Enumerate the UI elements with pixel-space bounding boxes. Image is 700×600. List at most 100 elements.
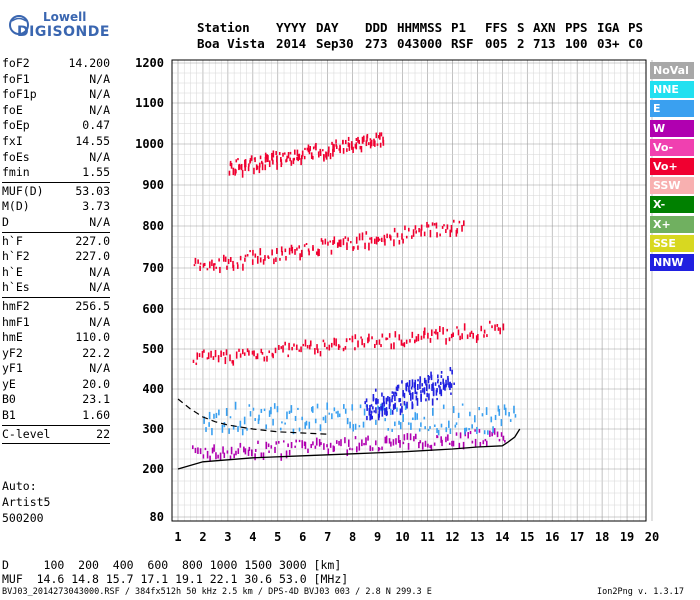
echo-point [265,441,268,450]
echo-point [280,346,283,349]
echo-point [233,453,235,459]
x-tick-label: 7 [324,530,331,544]
echo-point [267,155,269,163]
echo-point [498,438,501,442]
echo-point [286,411,288,420]
x-tick-label: 17 [570,530,584,544]
echo-point [363,408,366,416]
legend-item: W [650,119,694,137]
echo-point [246,254,249,257]
echo-point [388,333,391,338]
param-label: C-level [2,426,51,441]
echo-point [224,256,227,262]
echo-point [405,235,408,239]
echo-point [279,257,281,261]
echo-point [385,397,388,405]
header-ffs-label: FFS [485,20,508,35]
echo-point [314,445,317,449]
echo-point [394,331,397,338]
x-tick-label: 18 [595,530,609,544]
echo-point [424,440,427,447]
echo-point [217,355,220,363]
echo-point [451,440,453,447]
param-label: yF1 [2,361,23,376]
legend-item: X+ [650,215,694,233]
echo-point [208,422,210,427]
header-iga-label: IGA [597,20,620,35]
echo-point [362,421,365,428]
echo-point [219,266,221,274]
echo-point [275,441,278,445]
echo-point [257,440,259,444]
header-station-value: Boa Vista [197,36,265,51]
echo-point [262,452,265,460]
echo-point [367,337,369,344]
echo-point [421,442,424,450]
echo-point [445,229,447,234]
echo-point [490,416,493,423]
echo-point [429,426,431,429]
echo-point [426,221,428,228]
x-tick-label: 13 [470,530,484,544]
echo-point [418,227,420,233]
echo-point [371,415,373,420]
echo-point [346,242,348,250]
x-tick-label: 2 [199,530,206,544]
echo-point [344,346,347,350]
echo-point [433,223,436,226]
echo-point [312,155,314,160]
echo-point [357,340,359,348]
echo-point [450,224,453,233]
echo-point [414,387,417,395]
echo-point [429,445,431,448]
echo-point [360,336,362,339]
echo-point [363,442,365,446]
echo-point [288,449,291,456]
header-iga-value: 03+ [597,36,620,51]
echo-point [448,442,451,445]
echo-point [282,440,285,443]
x-tick-label: 1 [174,530,181,544]
echo-point [474,429,476,432]
echo-point [199,262,202,265]
echo-point [244,159,247,168]
echo-point [305,420,308,426]
echo-point [258,165,261,174]
echo-point [319,150,322,156]
x-tick-label: 19 [620,530,634,544]
echo-point [396,407,398,412]
echo-point [338,413,341,418]
param-value: 3.73 [82,199,110,214]
echo-point [293,149,296,155]
echo-point [239,420,242,428]
echo-point [453,382,455,385]
echo-point [259,257,262,263]
echo-point [410,386,413,390]
param-label: hmE [2,330,23,345]
echo-point [222,254,225,262]
echo-point [323,443,325,450]
echo-point [267,256,270,259]
echo-point [338,148,341,151]
echo-point [225,349,228,356]
echo-point [496,324,499,327]
echo-point [208,411,211,420]
echo-point [375,236,378,245]
echo-point [508,412,510,417]
echo-point [295,439,297,443]
param-label: foF1 [2,71,30,86]
echo-point [302,343,305,347]
echo-point [306,147,309,151]
echo-point [321,149,324,152]
echo-point [239,442,242,448]
echo-point [469,430,472,435]
echo-point [210,350,212,358]
echo-point [399,408,402,416]
param-value: 227.0 [75,249,110,264]
param-row: foEp 0.47 [2,118,110,134]
echo-point [450,392,452,395]
x-tick-label: 20 [645,530,659,544]
profile-curves [177,398,521,470]
echo-point [290,441,293,449]
echo-point [396,384,399,392]
